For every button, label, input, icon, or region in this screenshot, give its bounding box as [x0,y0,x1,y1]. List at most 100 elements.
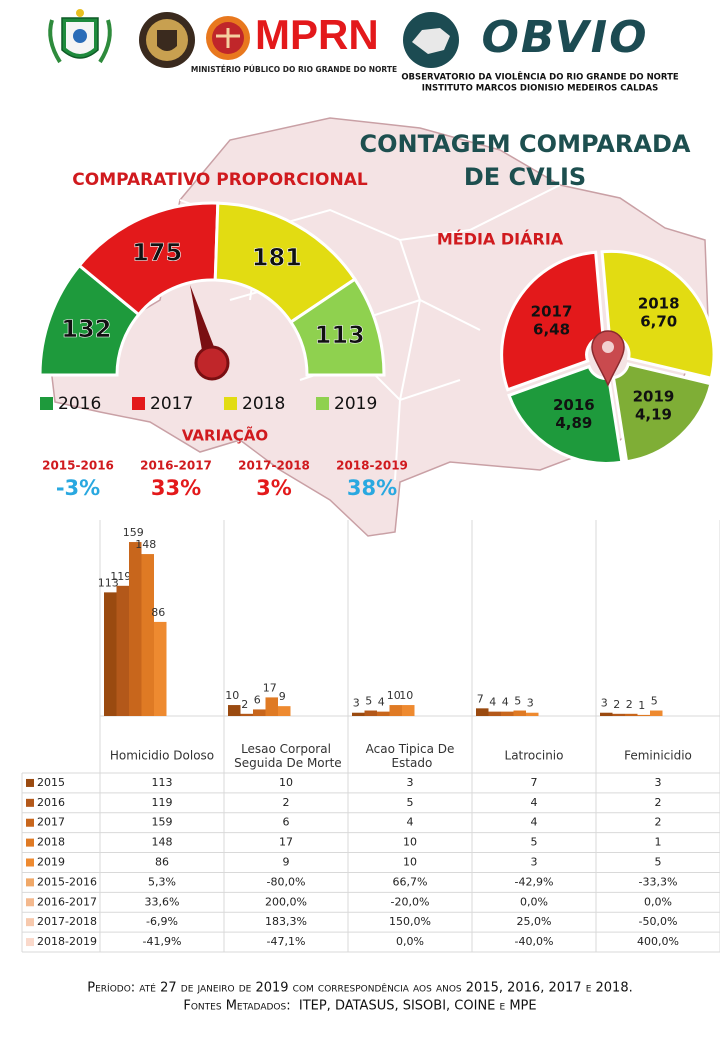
table-cell: 183,3% [265,915,307,928]
footer-period: Período: até 27 de janeiro de 2019 com c… [87,981,632,996]
mprn-emblem [206,16,250,60]
bar-value-label: 159 [123,526,144,539]
table-cell: 3 [655,776,662,789]
table-cell: 7 [531,776,538,789]
table-cell: 25,0% [517,915,552,928]
bar [650,710,663,716]
bar [488,711,501,716]
bar [600,712,613,716]
gauge-value-label: 181 [252,243,302,271]
variation-period: 2016-2017 [140,459,212,473]
category-label: Acao Tipica De Estado [366,742,455,770]
donut-value-label: 6,48 [533,320,570,338]
table-legend-label: 2016 [37,796,65,809]
bar [637,714,650,716]
main-title-line-1: CONTAGEM COMPARADA [360,130,691,158]
bar-value-label: 10 [225,689,239,702]
table-legend-swatch [26,798,34,807]
category-label: Homicidio Doloso [110,749,214,763]
table-cell: 5 [407,796,414,809]
gauge-hub [194,345,230,381]
table-cell: -33,3% [639,875,678,888]
table-cell: 5 [655,856,662,869]
table-legend-label: 2018 [37,836,65,849]
table-cell: 400,0% [637,935,679,948]
table-cell: 150,0% [389,915,431,928]
legend-swatch [316,397,329,410]
table-cell: -40,0% [515,935,554,948]
map-pin [591,330,625,387]
bar-value-label: 4 [489,696,496,709]
table-cell: 5,3% [148,875,176,888]
table-cell: 10 [403,856,417,869]
table-legend-label: 2016-2017 [37,895,97,908]
table-cell: 0,0% [396,935,424,948]
table-cell: 33,6% [145,895,180,908]
variation-value: 38% [347,476,397,500]
legend-swatch [40,397,53,410]
bar-value-label: 113 [98,576,119,589]
legend-label: 2018 [242,394,285,414]
police-emblem [139,12,195,68]
table-cell: 148 [152,836,173,849]
table-cell: 4 [531,816,538,829]
bar [240,713,253,716]
variation-value: 33% [151,476,201,500]
bar-value-label: 2 [626,698,633,711]
table-legend-swatch [26,878,34,887]
gauge-needle [190,285,218,361]
table-legend-swatch [26,938,34,947]
bar [278,706,291,716]
mprn-logo-text: MPRN [255,11,379,58]
table-cell: 0,0% [520,895,548,908]
variation-title: VARIAÇÃO [182,426,268,445]
legend-swatch [132,397,145,410]
variation-period: 2018-2019 [336,459,408,473]
bar [513,710,526,716]
obvio-line-1: OBSERVATORIO DA VIOLÊNCIA DO RIO GRANDE … [401,71,679,83]
donut-segment [500,250,605,392]
table-cell: 200,0% [265,895,307,908]
bar-value-label: 119 [110,570,131,583]
bar-value-label: 3 [353,697,360,710]
gauge-title: COMPARATIVO PROPORCIONAL [72,170,368,190]
bar [141,554,154,716]
bar-value-label: 9 [279,690,286,703]
donut-category-label: 2016 [553,396,595,414]
gauge-value-label: 132 [61,315,111,343]
bar-value-label: 3 [601,697,608,710]
donut-title: MÉDIA DIÁRIA [437,230,564,249]
bar-value-label: 6 [254,693,261,706]
footer-sources: Fontes Metadados: ITEP, DATASUS, SISOBI,… [183,999,536,1014]
bar-value-label: 1 [638,699,645,712]
category-label: Lesao Corporal Seguida De Morte [230,742,341,770]
table-cell: 4 [407,816,414,829]
bar-value-label: 17 [263,681,277,694]
table-legend-swatch [26,778,34,787]
table-cell: 3 [531,856,538,869]
bar [265,697,278,716]
legend-label: 2016 [58,394,101,414]
table-legend-label: 2017-2018 [37,915,97,928]
bar [501,711,514,716]
table-cell: 6 [283,816,290,829]
table-legend-swatch [26,858,34,867]
legend-label: 2019 [334,394,377,414]
mprn-subtitle: MINISTÉRIO PÚBLICO DO RIO GRANDE DO NORT… [191,65,397,74]
obvio-logo-text: OBVIO [482,12,649,63]
donut-value-label: 6,70 [640,313,677,331]
bar-value-label: 86 [151,606,165,619]
table-cell: 66,7% [393,875,428,888]
donut-category-label: 2019 [633,388,675,406]
bar [476,708,489,716]
table-cell: 10 [403,836,417,849]
table-cell: 2 [283,796,290,809]
legend-swatch [224,397,237,410]
table-cell: 1 [655,836,662,849]
bar [104,592,117,716]
table-legend-label: 2017 [37,816,65,829]
table-legend-swatch [26,898,34,907]
